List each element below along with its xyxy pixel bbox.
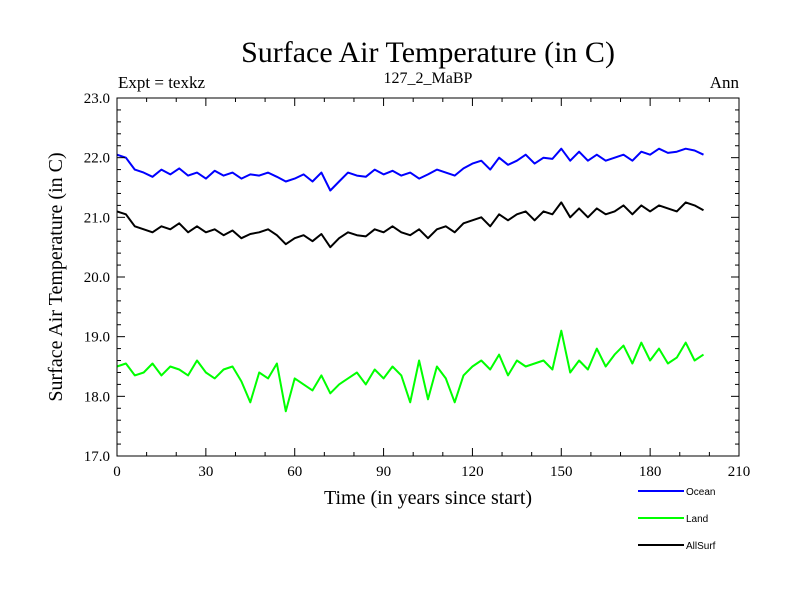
legend: Ocean Land AllSurf (638, 487, 716, 552)
x-tick-label: 60 (287, 464, 302, 480)
chart-title: Surface Air Temperature (in C) (241, 36, 615, 69)
y-tick-label: 19.0 (84, 330, 110, 346)
x-tick-label: 210 (728, 464, 751, 480)
x-tick-label: 90 (376, 464, 391, 480)
y-axis-label: Surface Air Temperature (in C) (45, 152, 67, 401)
experiment-label: Expt = texkz (118, 73, 205, 92)
x-tick-label: 30 (198, 464, 213, 480)
y-tick-label: 17.0 (84, 449, 110, 465)
y-tick-label: 22.0 (84, 151, 110, 167)
season-label: Ann (710, 73, 740, 92)
x-axis-label: Time (in years since start) (324, 487, 532, 509)
x-tick-label: 120 (461, 464, 484, 480)
axes-ticks: 0 30 60 90 120 150 180 210 17.0 18.0 19.0 20.0 21.0 2… (84, 91, 751, 480)
legend-label-ocean: Ocean (686, 487, 715, 498)
y-tick-label: 18.0 (84, 389, 110, 405)
plot-lines (116, 147, 705, 413)
x-tick-label: 150 (550, 464, 573, 480)
legend-label-allsurf: AllSurf (686, 541, 716, 552)
y-tick-label: 23.0 (84, 91, 110, 107)
y-tick-label: 21.0 (84, 210, 110, 226)
series-line-allsurf (116, 201, 704, 249)
legend-label-land: Land (686, 514, 708, 525)
plot-frame (116, 97, 740, 457)
x-tick-label: 180 (639, 464, 662, 480)
x-tick-label: 0 (113, 464, 121, 480)
chart-subtitle: 127_2_MaBP (384, 70, 473, 87)
y-tick-label: 20.0 (84, 270, 110, 286)
series-line-land (116, 329, 705, 413)
series-line-ocean (116, 147, 704, 192)
